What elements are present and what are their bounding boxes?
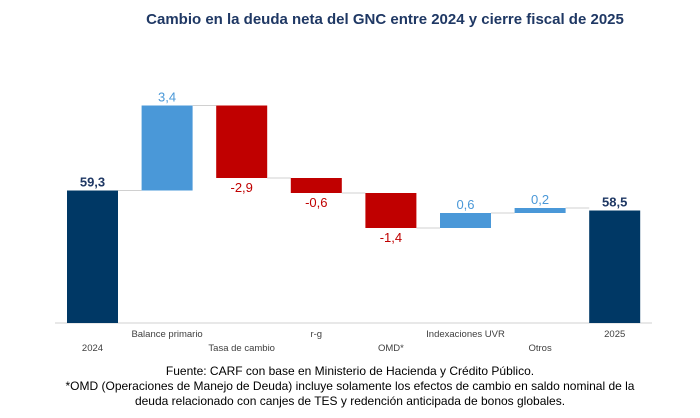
data-label: 59,3 [80,175,105,190]
data-label: 58,5 [602,195,627,210]
data-label: -1,4 [380,230,402,245]
category-label: 2024 [82,343,103,354]
bar-otros [514,208,566,213]
bar-tasa-de-cambio [216,105,268,178]
data-label: 0,6 [456,197,474,212]
bar-2025 [589,210,641,323]
category-label: 2025 [604,329,625,340]
chart-title: Cambio en la deuda neta del GNC entre 20… [146,11,624,28]
data-label: -2,9 [230,180,252,195]
category-label: Tasa de cambio [208,343,275,354]
category-label: Indexaciones UVR [426,329,505,340]
category-label: Otros [528,343,551,354]
bar-balance-primario [141,105,193,191]
bar-indexaciones-uvr [440,213,491,228]
bar-2024 [67,190,118,323]
bar-r-g [290,178,342,193]
footnote-line-1: *OMD (Operaciones de Manejo de Deuda) in… [65,379,635,393]
waterfall-chart: 59,3 2024 3,4 Balance primario -2,9 Tasa de c… [55,90,652,354]
category-label: Balance primario [131,329,202,340]
data-label: -0,6 [305,195,327,210]
data-label: 3,4 [158,90,176,105]
notes: Fuente: CARF con base en Ministerio de H… [0,364,700,409]
data-label: 0,2 [531,192,549,207]
category-label: r-g [310,329,322,340]
category-label: OMD* [378,343,404,354]
source-note: Fuente: CARF con base en Ministerio de H… [165,364,535,378]
bar-omd- [365,193,417,228]
footnote-line-2: deuda relacionado con canjes de TES y re… [134,394,566,408]
